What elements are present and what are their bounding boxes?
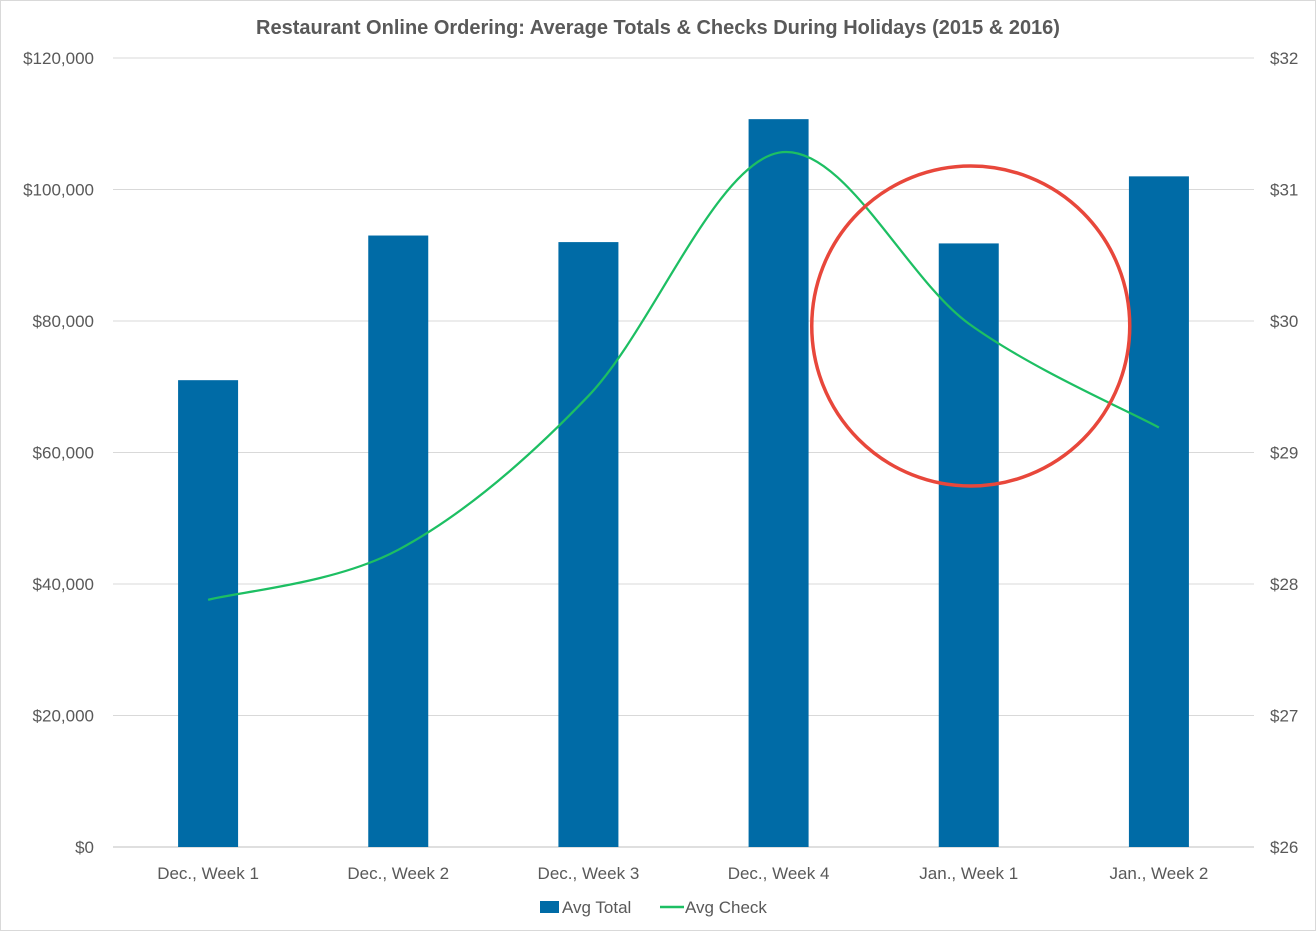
- right-axis-tick-label: $29: [1270, 444, 1298, 463]
- bar-series: [178, 119, 1189, 848]
- legend-label-avg-total: Avg Total: [562, 898, 631, 917]
- right-axis-tick-label: $28: [1270, 575, 1298, 594]
- category-tick-label: Jan., Week 1: [919, 864, 1018, 883]
- left-axis-ticks: $0 $20,000 $40,000 $60,000 $80,000 $100,000 $1…: [23, 49, 94, 857]
- left-axis-tick-label: $0: [75, 838, 94, 857]
- legend: Avg Total Avg Check: [540, 898, 767, 917]
- left-axis-tick-label: $20,000: [33, 707, 94, 726]
- bar: [368, 235, 429, 847]
- right-axis-tick-label: $27: [1270, 707, 1298, 726]
- highlight-circle: [810, 164, 1132, 488]
- bar: [558, 242, 619, 848]
- bar: [748, 119, 809, 847]
- avg-check-line: [207, 150, 1160, 601]
- bar: [178, 380, 239, 847]
- line-series: [207, 150, 1160, 601]
- left-axis-tick-label: $60,000: [33, 444, 94, 463]
- category-tick-label: Jan., Week 2: [1109, 864, 1208, 883]
- right-axis-tick-label: $31: [1270, 181, 1298, 200]
- right-axis-tick-label: $30: [1270, 312, 1298, 331]
- left-axis-tick-label: $100,000: [23, 181, 94, 200]
- right-axis-ticks: $26 $27 $28 $29 $30 $31 $32: [1270, 49, 1298, 857]
- category-tick-label: Dec., Week 2: [347, 864, 449, 883]
- bar: [1128, 176, 1189, 848]
- annotation-layer: [810, 164, 1132, 488]
- bar: [938, 243, 999, 848]
- category-axis-ticks: Dec., Week 1 Dec., Week 2 Dec., Week 3 Dec.…: [157, 864, 1208, 883]
- chart-title: Restaurant Online Ordering: Average Tota…: [256, 17, 1060, 39]
- left-axis-tick-label: $120,000: [23, 49, 94, 68]
- gridlines: [113, 57, 1254, 848]
- left-axis-tick-label: $40,000: [33, 575, 94, 594]
- legend-label-avg-check: Avg Check: [685, 898, 767, 917]
- category-tick-label: Dec., Week 1: [157, 864, 259, 883]
- left-axis-tick-label: $80,000: [33, 312, 94, 331]
- right-axis-tick-label: $26: [1270, 838, 1298, 857]
- category-tick-label: Dec., Week 4: [728, 864, 830, 883]
- category-tick-label: Dec., Week 3: [538, 864, 640, 883]
- right-axis-tick-label: $32: [1270, 49, 1298, 68]
- legend-swatch-avg-total: [540, 901, 559, 913]
